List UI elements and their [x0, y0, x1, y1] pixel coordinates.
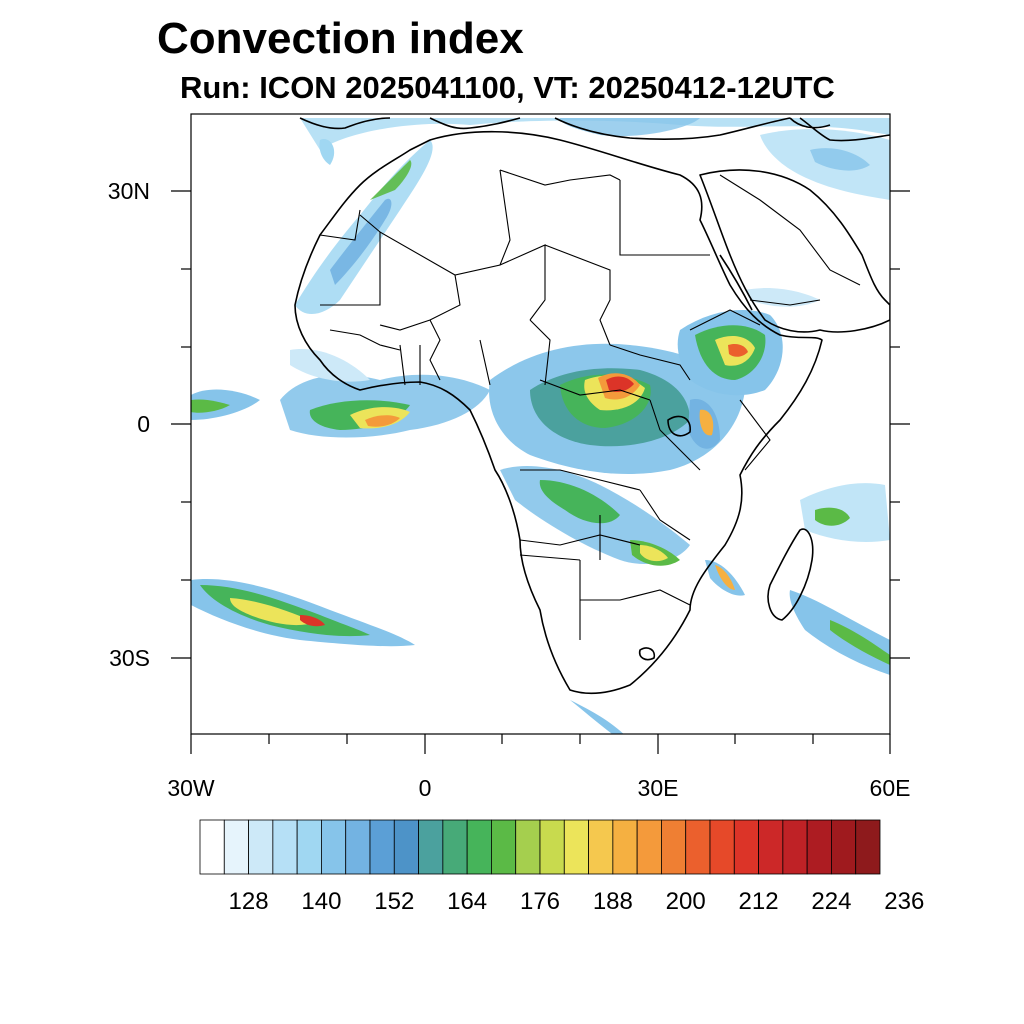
colorbar-swatch: [661, 819, 687, 875]
colorbar-swatch: [733, 819, 759, 875]
colorbar-swatch: [418, 819, 444, 875]
lon-label-0: 0: [418, 775, 432, 801]
colorbar-label: 224: [811, 888, 852, 915]
chart-title: Convection index: [157, 14, 524, 63]
colorbar-label: 164: [447, 888, 488, 915]
lon-label-30w: 30W: [167, 775, 215, 801]
map-area: [191, 114, 890, 734]
colorbar-swatch: [466, 819, 492, 875]
colorbar-swatch: [588, 819, 614, 875]
colorbar-swatch: [345, 819, 371, 875]
colorbar-swatch: [636, 819, 662, 875]
colorbar-swatch: [248, 819, 274, 875]
lon-label-30e: 30E: [637, 775, 679, 801]
colorbar-swatch: [855, 819, 881, 875]
lat-label-30n: 30N: [107, 178, 150, 204]
lat-label-30s: 30S: [109, 645, 150, 671]
colorbar-label: 128: [228, 888, 269, 915]
colorbar-swatch: [685, 819, 711, 875]
colorbar-swatch: [442, 819, 468, 875]
colorbar-swatch: [369, 819, 395, 875]
colorbar-swatch: [272, 819, 298, 875]
colorbar-swatch: [563, 819, 589, 875]
colorbar-label: 212: [738, 888, 779, 915]
colorbar-label: 200: [665, 888, 706, 915]
colorbar-swatch: [491, 819, 517, 875]
lat-label-0: 0: [137, 411, 150, 437]
colorbar-label: 176: [519, 888, 561, 915]
colorbar: [199, 819, 881, 875]
colorbar-swatch: [223, 819, 249, 875]
colorbar-swatch: [296, 819, 322, 875]
axis-ticks: [171, 190, 910, 754]
colorbar-swatch: [806, 819, 832, 875]
lon-label-60e: 60E: [869, 775, 911, 801]
colorbar-swatch: [393, 819, 419, 875]
colorbar-swatch: [758, 819, 784, 875]
colorbar-swatch: [199, 819, 225, 875]
colorbar-label: 236: [884, 888, 925, 915]
colorbar-swatch: [782, 819, 808, 875]
colorbar-swatch: [515, 819, 541, 875]
country-borders: [319, 169, 861, 640]
colorbar-swatch: [709, 819, 735, 875]
colorbar-label: 140: [301, 888, 342, 915]
colorbar-swatch: [321, 819, 347, 875]
coastlines: [294, 117, 890, 695]
colorbar-label: 188: [592, 888, 633, 915]
colorbar-swatch: [831, 819, 857, 875]
colorbar-label: 152: [374, 888, 415, 915]
colorbar-swatch: [612, 819, 638, 875]
chart-subtitle: Run: ICON 2025041100, VT: 20250412-12UTC: [180, 70, 835, 105]
convection-field: [191, 118, 890, 734]
colorbar-swatch: [539, 819, 565, 875]
